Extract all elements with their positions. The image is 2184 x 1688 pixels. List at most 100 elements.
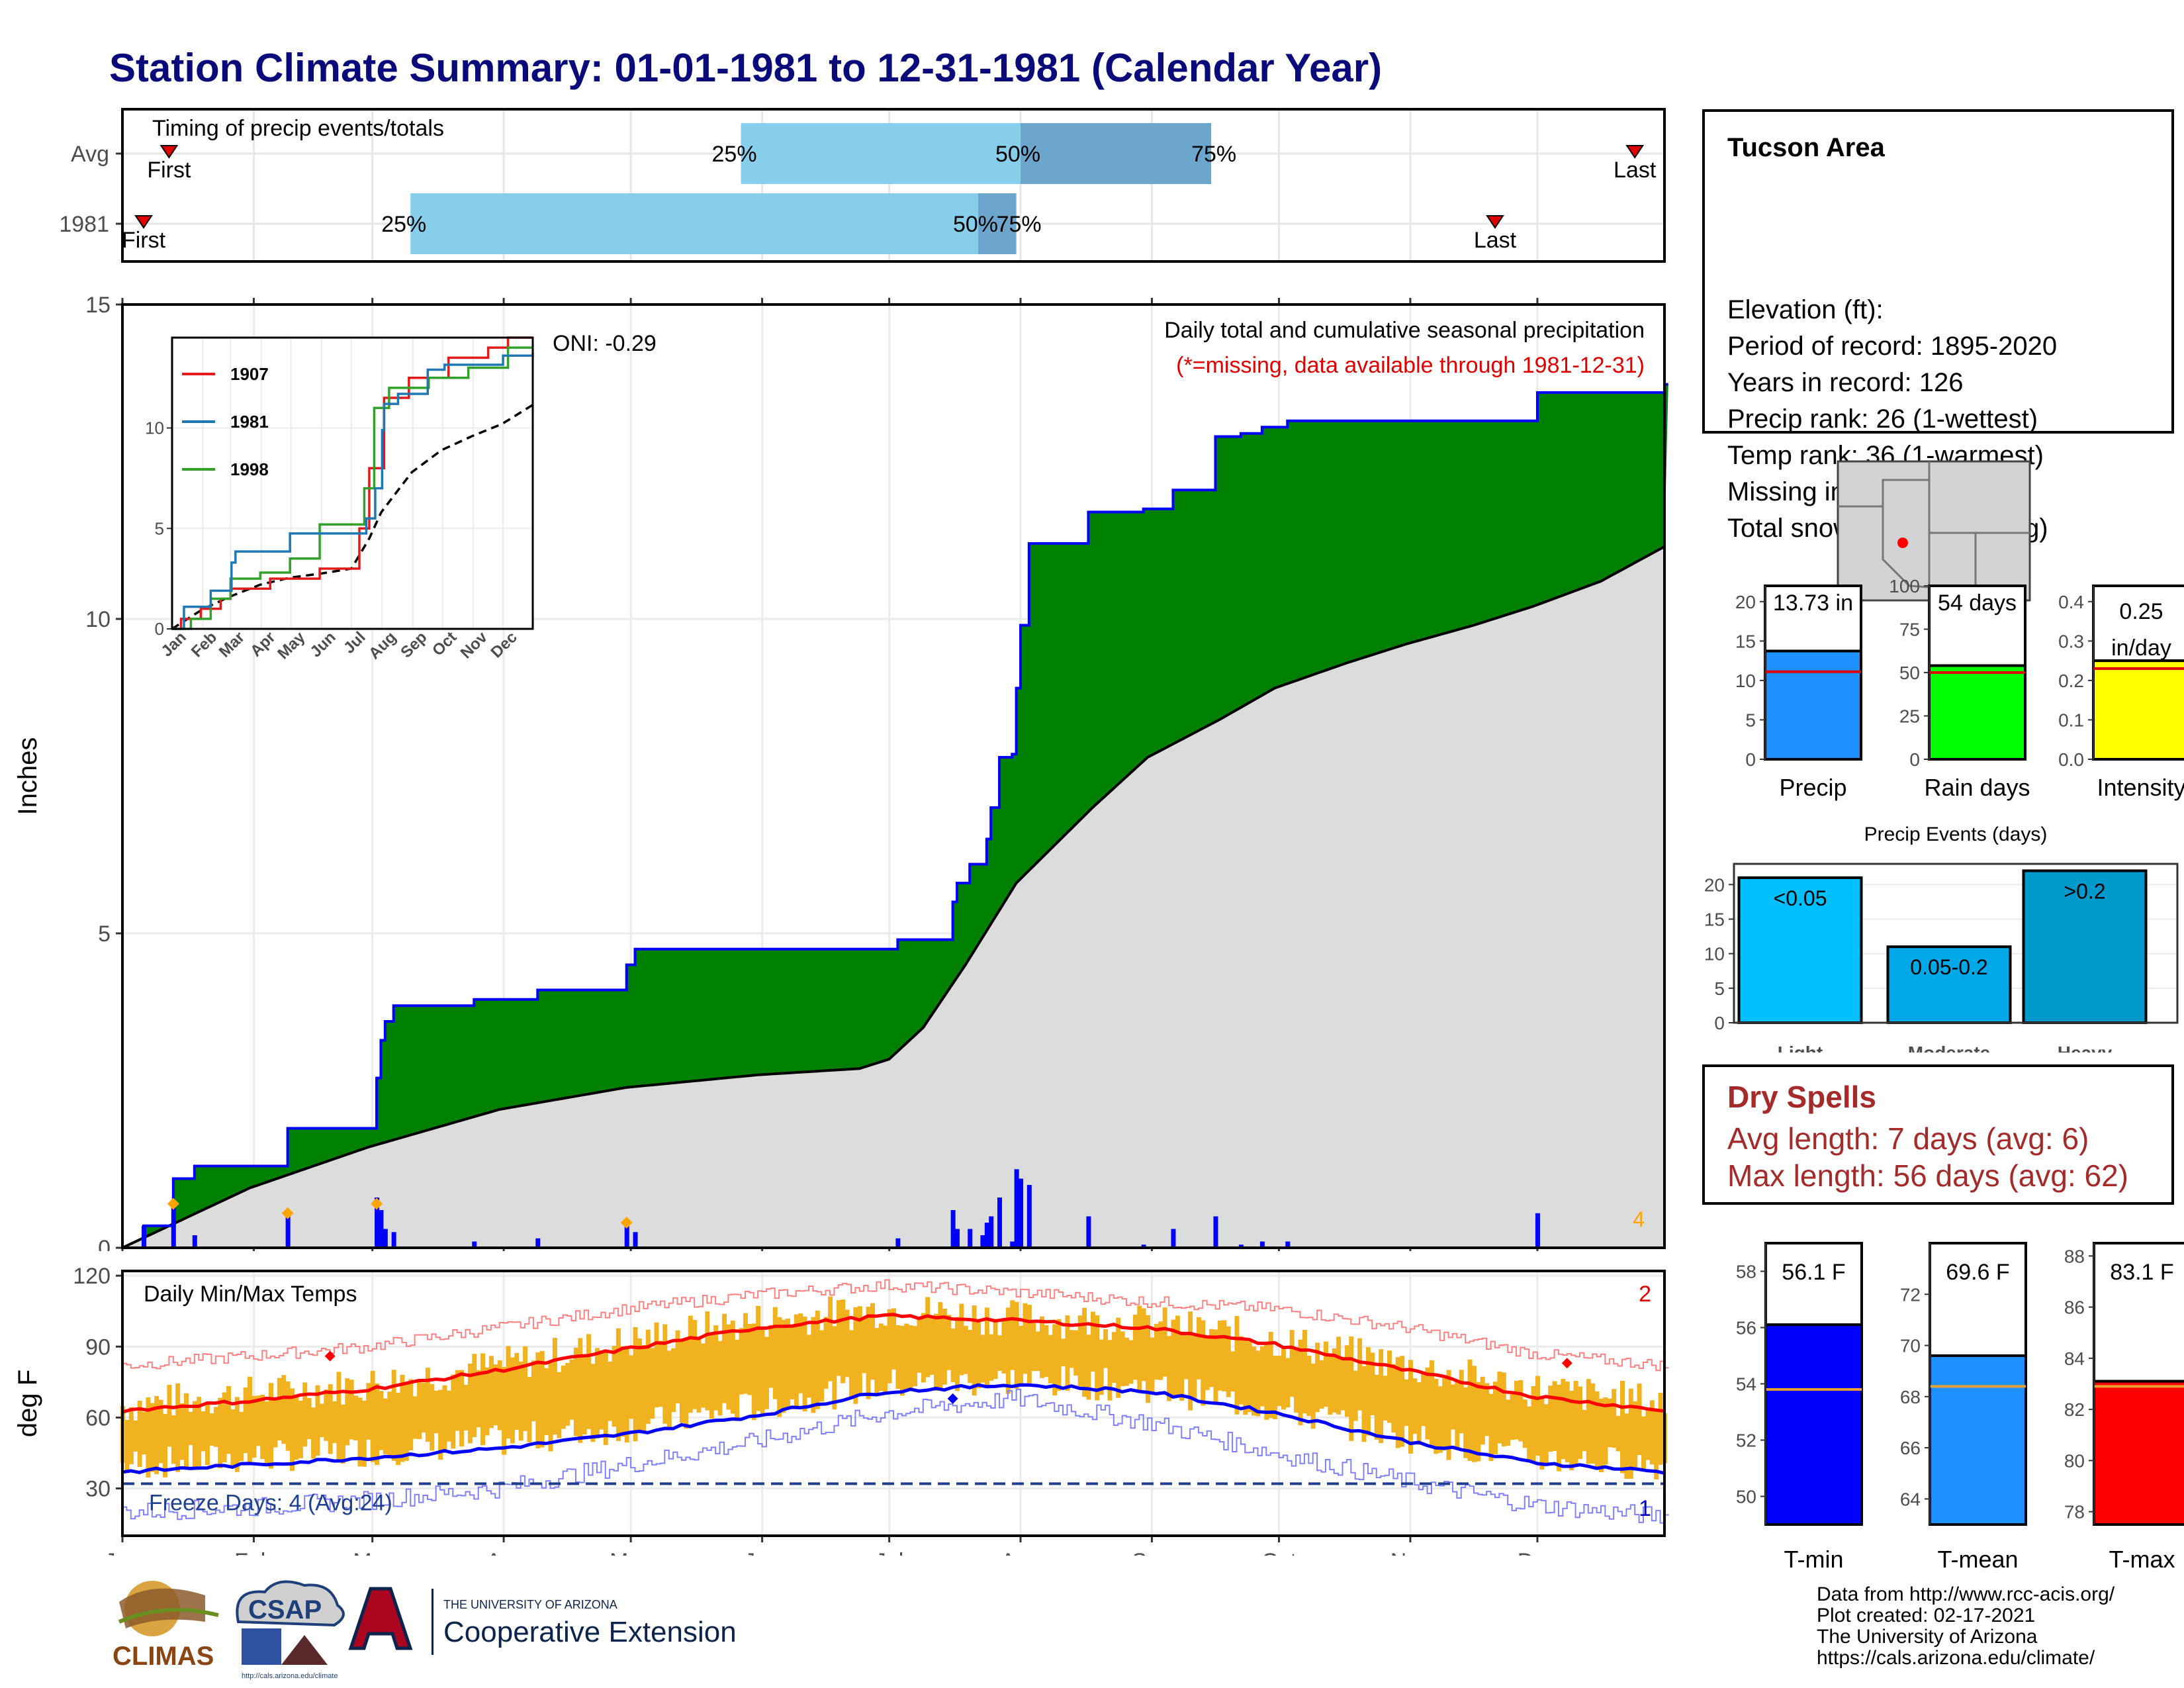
daily-temp-bar — [1506, 1399, 1511, 1446]
daily-temp-bar — [1471, 1366, 1477, 1462]
daily-temp-bar — [819, 1330, 825, 1402]
freeze-days: Freeze Days: 4 (Avg:24) — [149, 1490, 392, 1515]
daily-temp-bar — [1598, 1398, 1604, 1473]
daily-temp-bar — [1539, 1397, 1545, 1470]
inset-ytick-label: 10 — [145, 418, 164, 438]
daily-temp-bar — [908, 1325, 913, 1389]
daily-temp-bar — [1162, 1307, 1167, 1377]
daily-temp-bar — [1188, 1311, 1193, 1411]
daily-temp-bar — [743, 1313, 748, 1394]
daily-temp-bar — [1522, 1399, 1527, 1448]
precip-chart: Daily total and cumulative seasonal prec… — [13, 293, 1668, 1251]
daily-temp-bar — [1637, 1383, 1642, 1455]
timing-bar-25-50 — [741, 123, 1021, 184]
daily-temp-bar — [1183, 1335, 1189, 1380]
daily-temp-bar — [158, 1399, 163, 1464]
daily-temp-bar — [1641, 1416, 1646, 1470]
daily-temp-bar — [1400, 1356, 1405, 1447]
info-line: Years in record: 126 — [1727, 368, 1964, 397]
daily-temp-bar — [794, 1314, 799, 1409]
climas-logo-text: CLIMAS — [113, 1642, 214, 1671]
daily-temp-bar — [1128, 1340, 1134, 1384]
oni-value: ONI: -0.29 — [553, 331, 657, 356]
temp-ylabel: deg F — [13, 1370, 42, 1437]
daily-temp-bar — [1349, 1336, 1354, 1441]
ua-logo-mark — [348, 1587, 413, 1650]
daily-temp-bar — [1573, 1381, 1578, 1467]
daily-temp-bar — [1048, 1335, 1053, 1383]
inset-month-label: Jul — [340, 628, 369, 657]
daily-temp-bar — [968, 1330, 973, 1383]
daily-temp-bar — [290, 1388, 295, 1472]
daily-temp-bar — [1056, 1319, 1062, 1391]
inset-legend-label: 1981 — [230, 412, 269, 432]
events-ytick-label: 10 — [1704, 944, 1725, 964]
daily-temp-bar — [1628, 1388, 1633, 1479]
daily-temp-bar — [1497, 1371, 1502, 1444]
inset-average-line — [171, 404, 533, 630]
daily-temp-bar — [1099, 1339, 1104, 1395]
daily-temp-bar — [1649, 1400, 1655, 1465]
daily-temp-bar — [1209, 1329, 1214, 1387]
daily-temp-bar — [1090, 1311, 1095, 1372]
temp-summary-empty — [1929, 1242, 2027, 1357]
daily-precip-bar — [1010, 1241, 1015, 1248]
dry-spells-avg: Avg length: 7 days (avg: 6) — [1727, 1121, 2089, 1156]
daily-temp-bar — [1433, 1379, 1439, 1454]
daily-temp-bar — [1344, 1345, 1349, 1417]
summary-bars: 13.73 in 0 5 10 15 20 Precip 54 days 0 25 50 75 100 R… — [1735, 576, 2184, 801]
daily-temp-bar — [124, 1419, 130, 1474]
daily-temp-bar — [1353, 1370, 1358, 1421]
ua-logo: THE UNIVERSITY OF ARIZONA Cooperative Ex… — [348, 1587, 737, 1655]
daily-temp-bar — [1514, 1380, 1519, 1440]
daily-temp-bar — [1124, 1337, 1130, 1386]
temp-summary-ytick-label: 68 — [1900, 1387, 1921, 1407]
daily-temp-bar — [1463, 1387, 1469, 1458]
daily-precip-bar — [633, 1232, 638, 1248]
daily-temp-bar — [142, 1411, 147, 1455]
daily-temp-bar — [972, 1305, 977, 1396]
daily-temp-bar — [1645, 1409, 1651, 1460]
daily-temp-bar — [1603, 1397, 1608, 1465]
daily-precip-bar — [980, 1235, 985, 1248]
summary-ytick-label: 25 — [1899, 706, 1920, 727]
daily-temp-bar — [1374, 1375, 1379, 1440]
daily-temp-bar — [467, 1364, 473, 1444]
daily-temp-bar — [989, 1334, 994, 1381]
daily-temp-bar — [1052, 1324, 1058, 1395]
daily-temp-bar — [154, 1395, 159, 1475]
summary-bar-name: Intensity — [2097, 774, 2184, 801]
summary-ytick-label: 0 — [1745, 749, 1756, 770]
daily-temp-bar — [1035, 1331, 1040, 1372]
daily-temp-bar — [684, 1338, 689, 1429]
summary-ytick-label: 15 — [1735, 631, 1756, 651]
daily-temp-bar — [1612, 1389, 1617, 1448]
info-line: Precip rank: 26 (1-wettest) — [1727, 404, 2038, 434]
temp-summary-name: T-mean — [1937, 1546, 2018, 1573]
daily-temp-bar — [747, 1323, 752, 1395]
daily-temp-bar — [573, 1347, 578, 1436]
daily-temp-bar — [1247, 1341, 1252, 1413]
daily-temp-bar — [1095, 1315, 1100, 1401]
daily-temp-bar — [1383, 1376, 1388, 1421]
daily-temp-bar — [171, 1415, 176, 1464]
temp-summary-t-mean: 69.6 F 64 66 68 70 72 T-mean — [1900, 1242, 2027, 1573]
dry-spells-panel: Dry Spells Avg length: 7 days (avg: 6) M… — [1702, 1064, 2174, 1205]
daily-temp-bar — [874, 1328, 880, 1395]
daily-temp-bar — [404, 1382, 409, 1461]
daily-temp-bar — [848, 1330, 854, 1397]
daily-temp-bar — [484, 1367, 490, 1436]
daily-temp-bar — [841, 1299, 846, 1383]
daily-temp-bar — [641, 1344, 647, 1433]
daily-temp-bar — [1146, 1315, 1151, 1403]
first-event-label: First — [147, 158, 191, 183]
daily-temp-bar — [1158, 1321, 1163, 1380]
temp-summary-ytick-label: 66 — [1900, 1438, 1921, 1458]
daily-temp-bar — [251, 1395, 257, 1458]
temp-summary-ytick-label: 54 — [1736, 1374, 1756, 1395]
daily-temp-bar — [1357, 1338, 1363, 1411]
daily-temp-bar — [1281, 1347, 1286, 1410]
daily-temp-bar — [1455, 1380, 1460, 1448]
inset-month-label: Apr — [247, 628, 279, 660]
events-ytick-label: 0 — [1714, 1013, 1725, 1033]
